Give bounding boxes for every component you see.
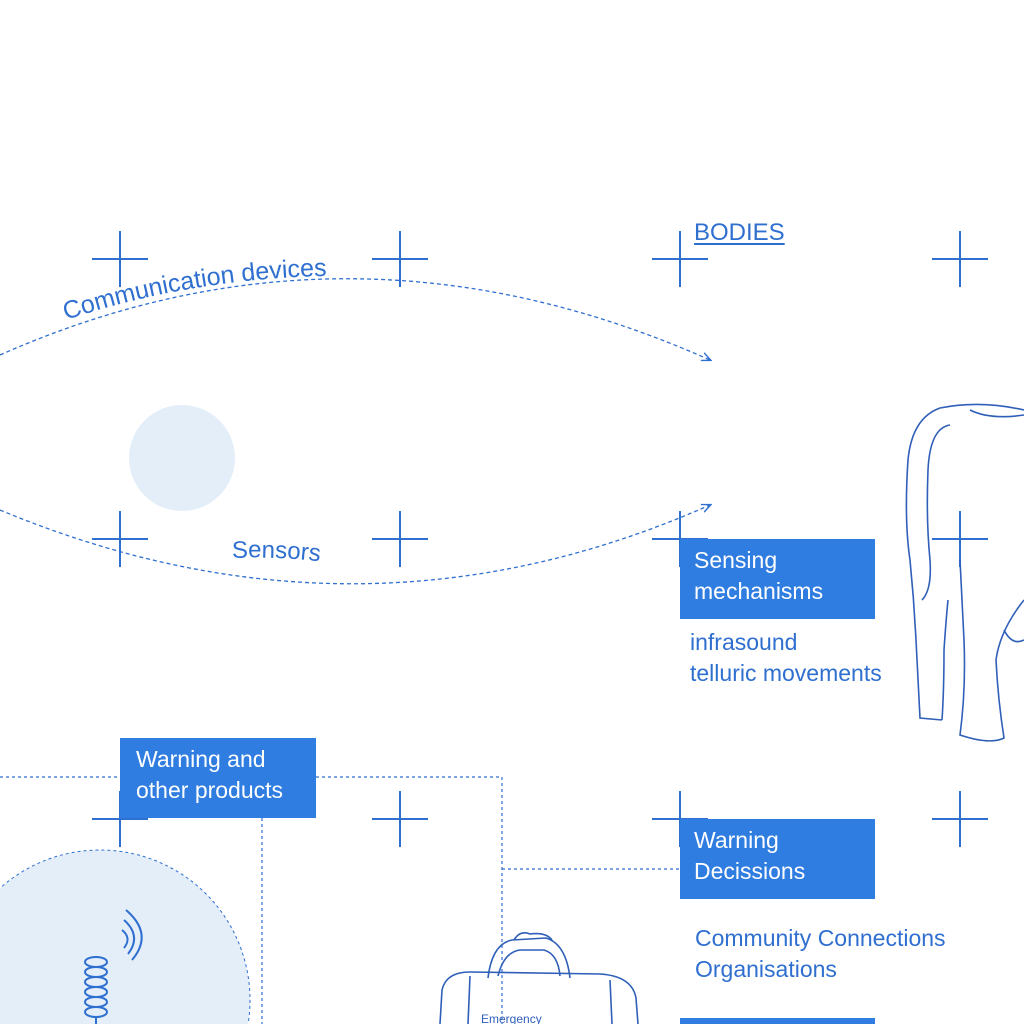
list-item: Community Connections [695, 925, 946, 951]
bodies-heading: BODIES [694, 219, 785, 246]
box-line: Sensing [694, 547, 778, 573]
cross-marker [932, 511, 988, 567]
communication-arrow [0, 278, 710, 360]
connectors [0, 776, 680, 1024]
cross-marker [652, 231, 708, 287]
cross-marker [932, 231, 988, 287]
source-circle [129, 405, 235, 511]
box-line: mechanisms [694, 578, 824, 604]
box-line: Decissions [694, 858, 806, 884]
warning-decisions-box: Warning Decissions [680, 819, 875, 899]
box-line: other products [136, 777, 284, 803]
emergency-bag-icon [439, 932, 639, 1024]
cross-marker [372, 511, 428, 567]
bag-label: Emergency [481, 1012, 542, 1024]
partial-box [680, 1018, 875, 1024]
list-item: telluric movements [690, 660, 882, 686]
signal-waves-icon [121, 909, 143, 961]
communication-devices-label: Communication devices [59, 254, 327, 326]
cross-marker [372, 231, 428, 287]
list-item: Organisations [695, 956, 837, 982]
device-circle [0, 849, 251, 1024]
sensors-arrow [0, 505, 710, 585]
community-list: Community Connections Organisations [695, 923, 946, 985]
sensing-mechanisms-box: Sensing mechanisms [680, 539, 875, 619]
antenna-icon [84, 956, 108, 1024]
box-line: Warning [694, 827, 779, 853]
warning-products-box: Warning and other products [120, 738, 316, 818]
elephant-icon [905, 403, 1024, 742]
connector-line [316, 776, 503, 1024]
cross-marker [932, 791, 988, 847]
cross-marker [92, 511, 148, 567]
list-item: infrasound [690, 629, 798, 655]
sensing-list: infrasound telluric movements [690, 627, 882, 689]
box-line: Warning and [136, 746, 266, 772]
sensors-label: Sensors [232, 537, 323, 568]
cross-marker [372, 791, 428, 847]
cross-marker [92, 231, 148, 287]
